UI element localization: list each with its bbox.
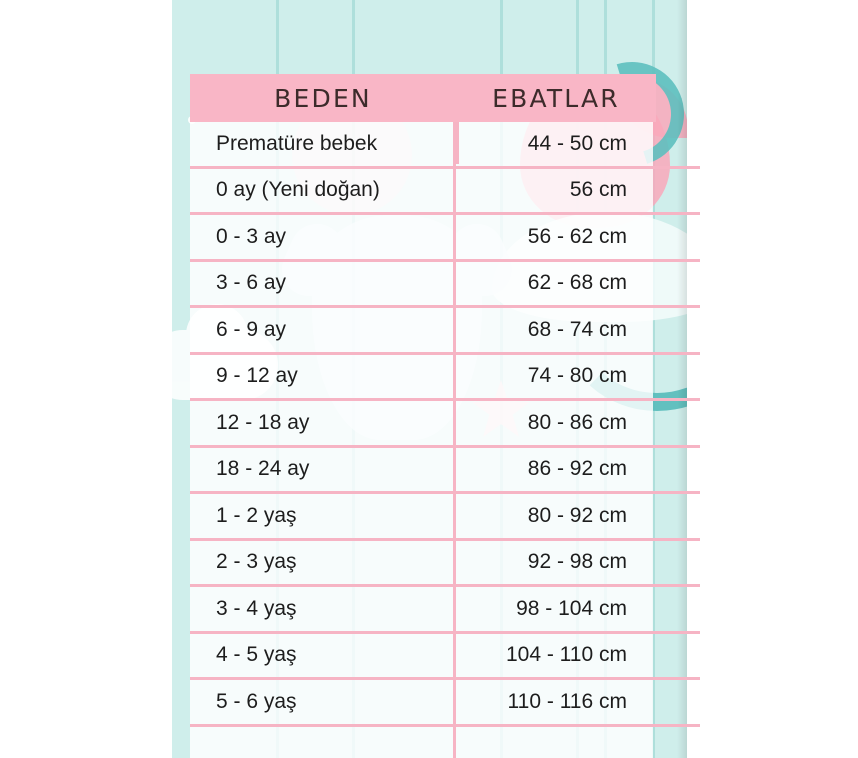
row-rule-overhang bbox=[656, 723, 700, 727]
cell-measurement: 92 - 98 cm bbox=[456, 540, 653, 584]
table-row: 18 - 24 ay 86 - 92 cm bbox=[190, 447, 700, 494]
table-row: 2 - 3 yaş 92 - 98 cm bbox=[190, 540, 700, 587]
row-rule-overhang bbox=[656, 212, 700, 215]
cell-measurement: 56 cm bbox=[456, 168, 653, 212]
cell-size: 9 - 12 ay bbox=[190, 354, 456, 398]
table-row: 12 - 18 ay 80 - 86 cm bbox=[190, 401, 700, 448]
cell-measurement: 68 - 74 cm bbox=[456, 308, 653, 352]
table-row: 4 - 5 yaş 104 - 110 cm bbox=[190, 633, 700, 680]
cell-measurement: 80 - 92 cm bbox=[456, 494, 653, 538]
cell-measurement: 110 - 116 cm bbox=[456, 680, 653, 724]
row-rule-overhang bbox=[656, 537, 700, 541]
cell-size: 0 ay (Yeni doğan) bbox=[190, 168, 456, 212]
table-row: 3 - 6 ay 62 - 68 cm bbox=[190, 261, 700, 308]
table-row: 0 ay (Yeni doğan) 56 cm bbox=[190, 168, 700, 215]
cell-measurement: 80 - 86 cm bbox=[456, 401, 653, 445]
table-row: 5 - 6 yaş 110 - 116 cm bbox=[190, 680, 700, 727]
cell-size: 1 - 2 yaş bbox=[190, 494, 456, 538]
cell-size: 2 - 3 yaş bbox=[190, 540, 456, 584]
row-rule-overhang bbox=[656, 491, 700, 494]
row-rule-overhang bbox=[656, 398, 700, 401]
table-body: Prematüre bebek 44 - 50 cm 0 ay (Yeni doğa… bbox=[190, 122, 700, 758]
cell-size: 18 - 24 ay bbox=[190, 447, 456, 491]
cell-measurement: 74 - 80 cm bbox=[456, 354, 653, 398]
table-row: Prematüre bebek 44 - 50 cm bbox=[190, 122, 700, 169]
column-divider-tail bbox=[456, 122, 459, 164]
cell-measurement: 104 - 110 cm bbox=[456, 633, 653, 677]
cell-size bbox=[190, 726, 456, 758]
cell-size: 3 - 4 yaş bbox=[190, 587, 456, 631]
size-chart-table: BEDEN EBATLAR Prematüre bebek 44 - 50 cm 0… bbox=[190, 74, 700, 758]
table-header-row: BEDEN EBATLAR bbox=[190, 74, 656, 122]
background-stripe-5 bbox=[652, 0, 655, 758]
cell-measurement: 86 - 92 cm bbox=[456, 447, 653, 491]
row-rule-overhang bbox=[656, 630, 700, 634]
row-rule-overhang bbox=[656, 351, 700, 355]
table-row: 1 - 2 yaş 80 - 92 cm bbox=[190, 494, 700, 541]
panel-edge-shadow bbox=[677, 0, 687, 758]
cell-size: 3 - 6 ay bbox=[190, 261, 456, 305]
cell-size: 0 - 3 ay bbox=[190, 215, 456, 259]
cell-size: 5 - 6 yaş bbox=[190, 680, 456, 724]
cell-measurement: 44 - 50 cm bbox=[456, 122, 653, 166]
row-rule-overhang bbox=[656, 305, 700, 308]
cell-measurement: 98 - 104 cm bbox=[456, 587, 653, 631]
cell-measurement: 56 - 62 cm bbox=[456, 215, 653, 259]
row-rule-overhang bbox=[656, 258, 700, 262]
table-row: 9 - 12 ay 74 - 80 cm bbox=[190, 354, 700, 401]
column-header-measurement: EBATLAR bbox=[492, 83, 620, 113]
column-header-size: BEDEN bbox=[274, 83, 372, 113]
row-rule-overhang bbox=[656, 165, 700, 169]
cell-size: 6 - 9 ay bbox=[190, 308, 456, 352]
cell-measurement bbox=[456, 726, 653, 758]
cell-measurement: 62 - 68 cm bbox=[456, 261, 653, 305]
table-row: 3 - 4 yaş 98 - 104 cm bbox=[190, 587, 700, 634]
cell-size: 12 - 18 ay bbox=[190, 401, 456, 445]
table-row: 6 - 9 ay 68 - 74 cm bbox=[190, 308, 700, 355]
row-rule-overhang bbox=[656, 584, 700, 587]
cell-size: Prematüre bebek bbox=[190, 122, 456, 166]
table-row bbox=[190, 726, 670, 758]
row-rule-overhang bbox=[656, 444, 700, 448]
row-rule-overhang bbox=[656, 677, 700, 680]
table-row: 0 - 3 ay 56 - 62 cm bbox=[190, 215, 700, 262]
cell-size: 4 - 5 yaş bbox=[190, 633, 456, 677]
